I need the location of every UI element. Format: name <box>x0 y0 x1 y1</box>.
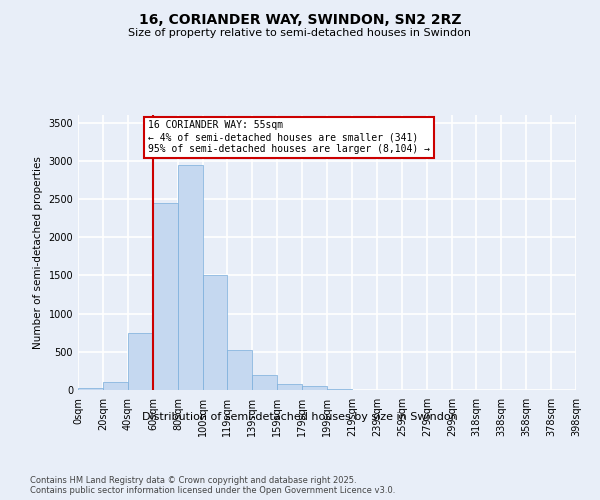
Text: Distribution of semi-detached houses by size in Swindon: Distribution of semi-detached houses by … <box>142 412 458 422</box>
Y-axis label: Number of semi-detached properties: Number of semi-detached properties <box>33 156 43 349</box>
Text: 16, CORIANDER WAY, SWINDON, SN2 2RZ: 16, CORIANDER WAY, SWINDON, SN2 2RZ <box>139 12 461 26</box>
Bar <box>227 350 252 390</box>
Bar <box>252 374 277 390</box>
Bar <box>327 389 352 390</box>
Text: 16 CORIANDER WAY: 55sqm
← 4% of semi-detached houses are smaller (341)
95% of se: 16 CORIANDER WAY: 55sqm ← 4% of semi-det… <box>148 120 430 154</box>
Text: Size of property relative to semi-detached houses in Swindon: Size of property relative to semi-detach… <box>128 28 472 38</box>
Text: Contains HM Land Registry data © Crown copyright and database right 2025.
Contai: Contains HM Land Registry data © Crown c… <box>30 476 395 495</box>
Bar <box>203 276 227 390</box>
Bar <box>153 203 178 390</box>
Bar <box>103 382 128 390</box>
Bar <box>128 332 153 390</box>
Bar <box>302 386 327 390</box>
Bar <box>78 388 103 390</box>
Bar <box>277 384 302 390</box>
Bar <box>178 164 203 390</box>
